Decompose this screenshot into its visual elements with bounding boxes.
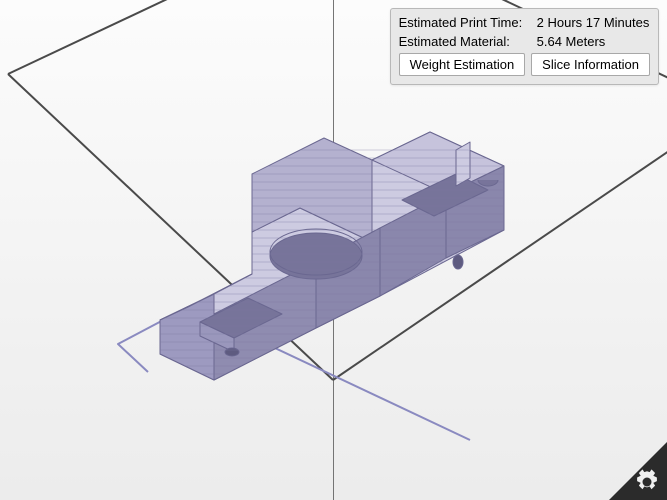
app-logo-corner[interactable]: [607, 440, 667, 500]
slicer-viewport[interactable]: Estimated Print Time: 2 Hours 17 Minutes…: [0, 0, 667, 500]
print-time-label: Estimated Print Time:: [399, 15, 531, 30]
slice-information-button[interactable]: Slice Information: [531, 53, 650, 76]
material-value: 5.64 Meters: [537, 34, 606, 49]
info-button-row: Weight Estimation Slice Information: [399, 53, 650, 76]
print-time-value: 2 Hours 17 Minutes: [537, 15, 650, 30]
print-time-row: Estimated Print Time: 2 Hours 17 Minutes: [399, 15, 650, 30]
gear-icon: [637, 469, 657, 489]
material-label: Estimated Material:: [399, 34, 531, 49]
material-row: Estimated Material: 5.64 Meters: [399, 34, 650, 49]
weight-estimation-button[interactable]: Weight Estimation: [399, 53, 526, 76]
slice-info-panel: Estimated Print Time: 2 Hours 17 Minutes…: [390, 8, 659, 85]
